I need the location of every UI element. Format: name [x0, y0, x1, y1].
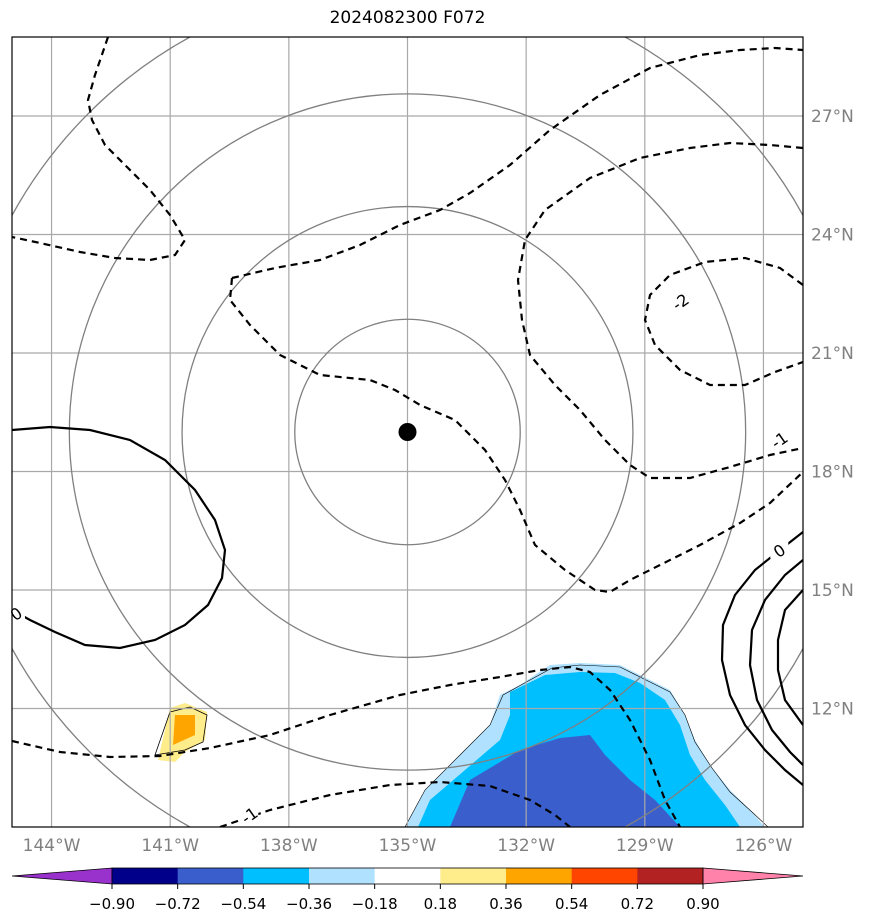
contour-dashed-b	[228, 277, 803, 594]
colorbar-segment	[374, 868, 441, 884]
range-ring	[181, 205, 634, 659]
colorbar-tick-label: 0.90	[686, 895, 719, 913]
lon-tick-label: 129°W	[616, 836, 674, 856]
colorbar-tick-label: 0.54	[555, 895, 588, 913]
contour-dashed-e	[643, 256, 803, 387]
colorbar-segment	[309, 868, 376, 884]
colorbar-extend-low	[11, 867, 113, 885]
contour-label-bg	[770, 429, 789, 448]
lat-tick-label: 18°N	[811, 463, 854, 483]
contour-solid-right-1	[720, 531, 803, 786]
contour-dashed-g	[219, 780, 571, 827]
lon-tick-label: 144°W	[23, 836, 81, 856]
range-ring	[294, 318, 521, 546]
lat-tick-label: 12°N	[811, 700, 854, 720]
range-rings	[12, 37, 803, 827]
colorbar-segment	[112, 868, 179, 884]
colorbar-tick-label: −0.36	[286, 895, 332, 913]
contour-label-bg	[240, 805, 259, 824]
storm-center-marker	[398, 423, 417, 441]
lat-tick-label: 21°N	[811, 344, 854, 364]
contour-label-bg	[770, 540, 789, 559]
colorbar-tick-label: −0.18	[352, 895, 398, 913]
shade-dark-blue	[450, 735, 680, 827]
contour-dashed-c	[231, 46, 803, 280]
colorbar-tick-label: −0.54	[220, 895, 266, 913]
contour-label-bg	[671, 291, 690, 310]
shaded-field	[154, 663, 769, 827]
contour-solid-right-3	[776, 589, 803, 726]
colorbar-tick-label: 0.72	[621, 895, 654, 913]
lon-tick-label: 132°W	[497, 836, 555, 856]
shade-orange	[173, 715, 195, 745]
lat-tick-label: 15°N	[811, 581, 854, 601]
colorbar-tick-label: 0.36	[489, 895, 522, 913]
shade-outline-2	[404, 664, 769, 827]
range-ring	[68, 93, 747, 771]
contour-solid-right-2	[748, 559, 803, 766]
contour-solid-zero-left	[12, 425, 227, 650]
lon-tick-label: 141°W	[141, 836, 199, 856]
colorbar-segment	[571, 868, 638, 884]
lon-tick-label: 138°W	[260, 836, 318, 856]
graticule	[12, 37, 803, 827]
colorbar: −0.90 −0.72 −0.54 −0.36 −0.18 0.18 0.36 0.54 0.7…	[11, 867, 804, 913]
colorbar-segment	[637, 868, 704, 884]
colorbar-tick-label: −0.90	[89, 895, 135, 913]
colorbar-segment	[243, 868, 310, 884]
contour-dashed-a	[12, 37, 187, 262]
colorbar-frame	[111, 867, 704, 885]
colorbar-segment	[506, 868, 573, 884]
range-ring	[12, 37, 803, 827]
chart-title: 2024082300 F072	[329, 8, 486, 28]
contour-lines	[12, 37, 803, 827]
colorbar-extend-high	[702, 867, 804, 885]
plot-frame	[11, 36, 804, 828]
colorbar-segment	[177, 868, 244, 884]
axis-tick-labels: 144°W 141°W 138°W 135°W 132°W 129°W 126°W 12°N 1…	[23, 107, 854, 856]
colorbar-segment	[440, 868, 507, 884]
lat-tick-label: 27°N	[811, 107, 854, 127]
contour-dashed-d	[516, 141, 803, 480]
lon-tick-label: 126°W	[735, 836, 793, 856]
colorbar-tick-label: 0.18	[424, 895, 457, 913]
contour-dashed-f	[12, 665, 681, 827]
lon-tick-label: 135°W	[379, 836, 437, 856]
lat-tick-label: 24°N	[811, 226, 854, 246]
colorbar-tick-label: −0.72	[155, 895, 201, 913]
